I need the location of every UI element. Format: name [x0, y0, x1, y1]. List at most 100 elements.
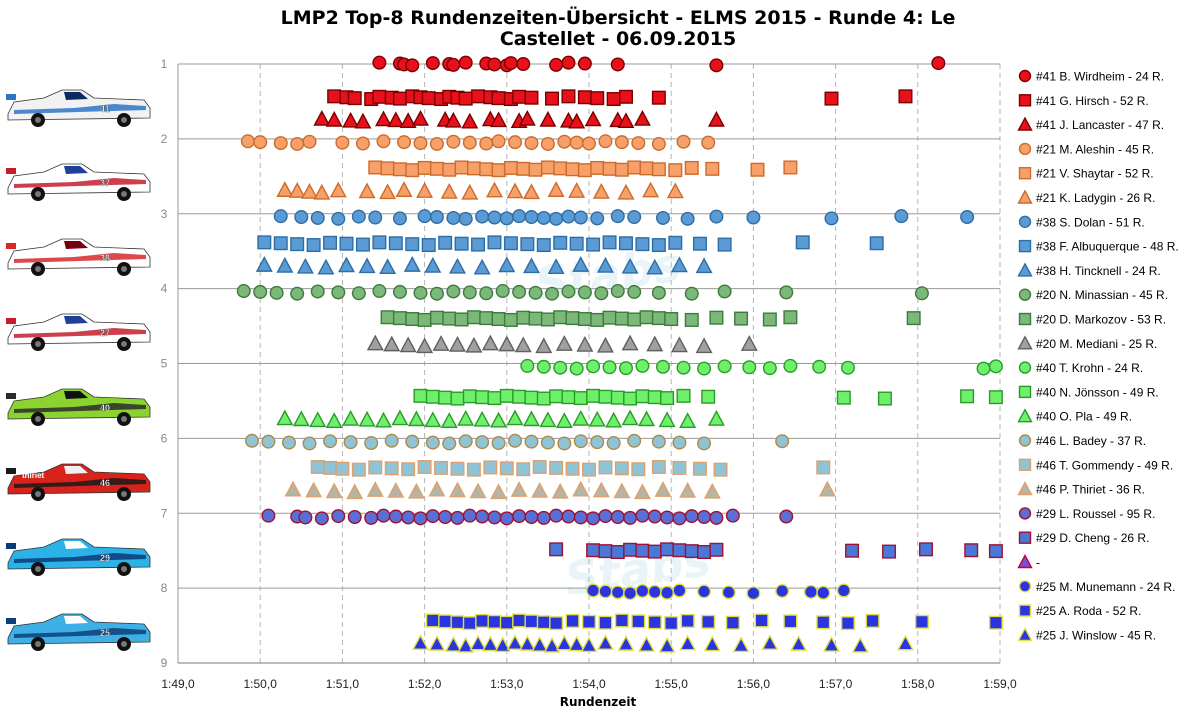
data-point — [638, 635, 656, 652]
data-point — [646, 335, 664, 352]
data-point — [506, 409, 524, 426]
data-point — [549, 508, 564, 523]
data-point — [539, 110, 557, 127]
data-point — [273, 236, 288, 251]
data-point — [647, 615, 662, 630]
data-point — [257, 235, 272, 250]
data-point — [424, 411, 442, 428]
data-point — [473, 258, 491, 275]
legend-item: #46 P. Thiriet - 36 R. — [1017, 481, 1145, 497]
data-point — [301, 182, 318, 199]
data-point — [405, 163, 420, 178]
data-point — [466, 462, 481, 477]
data-point — [660, 391, 675, 406]
data-point — [506, 634, 524, 650]
data-point — [623, 542, 638, 557]
data-point — [458, 434, 473, 449]
data-point — [586, 543, 601, 558]
data-point — [331, 509, 346, 524]
data-point — [549, 57, 564, 72]
legend: #41 B. Wirdheim - 24 R. #41 G. Hirsch - 5… — [1017, 70, 1179, 642]
data-point — [882, 544, 897, 559]
data-point — [358, 257, 376, 274]
data-point — [734, 311, 749, 326]
legend-label: #29 L. Roussel - 95 R. — [1036, 507, 1155, 521]
data-point — [425, 509, 440, 524]
data-point — [416, 337, 434, 354]
data-point — [869, 236, 884, 251]
legend-item: #20 D. Markozov - 53 R. — [1018, 313, 1166, 327]
data-point — [709, 510, 724, 525]
data-point — [327, 89, 342, 104]
data-point — [302, 134, 317, 149]
data-point — [746, 586, 761, 601]
car-image: 25 — [6, 613, 151, 651]
legend-item: #21 M. Aleshin - 45 R. — [1018, 142, 1154, 156]
data-point — [606, 92, 621, 107]
data-point — [524, 614, 539, 629]
data-point — [851, 636, 869, 653]
data-point — [732, 636, 750, 653]
car-number: 29 — [100, 553, 110, 563]
data-point — [355, 136, 370, 151]
data-point — [655, 359, 670, 374]
data-point — [428, 635, 446, 651]
data-point — [388, 236, 403, 251]
data-point — [964, 543, 979, 558]
legend-marker — [1018, 94, 1032, 107]
data-point — [438, 390, 453, 405]
legend-item: #40 T. Krohn - 24 R. — [1018, 361, 1143, 375]
data-point — [407, 482, 425, 499]
data-point — [610, 209, 625, 224]
data-point — [399, 112, 417, 129]
data-point — [310, 210, 325, 225]
data-point — [590, 91, 605, 106]
data-point — [647, 544, 662, 559]
data-point — [358, 182, 376, 199]
data-point — [368, 160, 383, 175]
data-point — [631, 136, 646, 151]
x-tick-label: 1:55,0 — [655, 677, 689, 691]
data-point — [572, 409, 590, 426]
data-point — [621, 409, 639, 426]
data-point — [598, 389, 613, 404]
car-image: 46 thiriet — [6, 463, 151, 501]
data-point — [425, 613, 440, 628]
data-point — [273, 209, 288, 224]
data-point — [577, 163, 592, 178]
data-point — [276, 181, 294, 197]
data-point — [503, 312, 518, 327]
data-point — [405, 312, 420, 327]
data-point — [487, 614, 502, 629]
data-point — [598, 584, 613, 599]
data-point — [366, 481, 384, 497]
data-point — [617, 183, 635, 200]
data-point — [823, 635, 840, 652]
data-point — [413, 136, 428, 151]
data-point — [635, 389, 650, 404]
legend-label: #38 H. Tincknell - 24 R. — [1036, 264, 1161, 278]
data-point — [432, 335, 450, 351]
data-point — [610, 585, 625, 600]
data-point — [454, 236, 469, 251]
data-point — [491, 134, 506, 149]
data-point — [988, 390, 1003, 405]
data-point — [429, 136, 444, 151]
data-point — [621, 257, 639, 274]
data-point — [684, 160, 699, 175]
data-point — [503, 56, 518, 71]
data-point — [762, 361, 777, 376]
data-point — [512, 509, 527, 524]
y-tick-label: 1 — [161, 57, 168, 71]
legend-marker — [1017, 335, 1033, 350]
legend-marker — [1018, 434, 1032, 447]
data-point — [536, 210, 551, 225]
data-point — [672, 435, 687, 450]
data-point — [317, 258, 335, 275]
legend-item: #46 L. Badey - 37 R. — [1018, 434, 1146, 448]
data-point — [592, 182, 610, 199]
data-point — [672, 543, 687, 558]
data-point — [679, 482, 697, 498]
data-point — [697, 436, 712, 451]
series-group — [310, 459, 831, 477]
